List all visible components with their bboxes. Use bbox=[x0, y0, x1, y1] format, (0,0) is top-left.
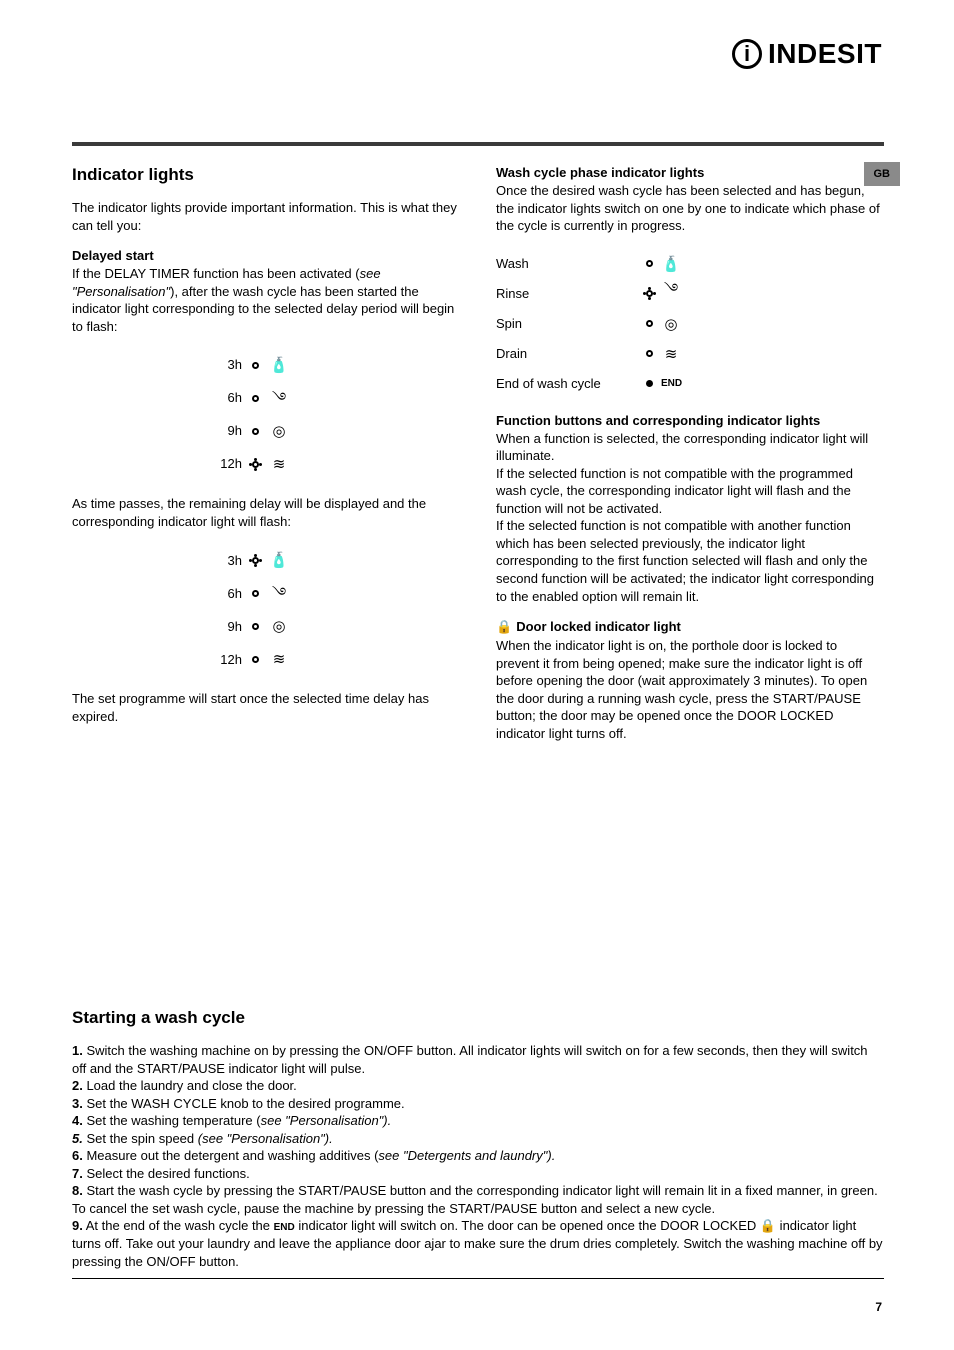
delay-row: 3h 🧴 bbox=[212, 349, 460, 382]
delay-row: 12h ≋ bbox=[212, 643, 460, 676]
phase-row: Wash 🧴 bbox=[496, 249, 884, 279]
led-icon bbox=[646, 350, 653, 357]
phase-glyph-icon: ≋ bbox=[661, 345, 681, 363]
delayed-start-p3: The set programme will start once the se… bbox=[72, 690, 460, 725]
delayed-start-heading: Delayed start bbox=[72, 248, 460, 263]
step-line: 6. Measure out the detergent and washing… bbox=[72, 1147, 884, 1165]
delay-row: 9h ◎ bbox=[212, 610, 460, 643]
step-line: To cancel the set wash cycle, pause the … bbox=[72, 1200, 884, 1218]
phase-glyph-icon: ◎ bbox=[269, 610, 289, 643]
delay-label: 6h bbox=[212, 580, 242, 609]
phase-end-label: End of wash cycle bbox=[496, 376, 646, 391]
phase-list: Wash 🧴 Rinse ࿓ Spin ◎ Drain ≋ End of was… bbox=[496, 249, 884, 399]
delayed-start-p2: As time passes, the remaining delay will… bbox=[72, 495, 460, 530]
led-icon bbox=[252, 623, 259, 630]
page-number: 7 bbox=[875, 1300, 882, 1314]
phase-glyph-icon: 🧴 bbox=[661, 255, 681, 273]
delay-label: 6h bbox=[212, 384, 242, 413]
end-text: END bbox=[661, 378, 682, 389]
delay-label: 12h bbox=[212, 450, 242, 479]
step-line: 1. Switch the washing machine on by pres… bbox=[72, 1042, 884, 1077]
phase-label: Drain bbox=[496, 346, 646, 361]
delay-row: 12h ≋ bbox=[212, 448, 460, 481]
phase-glyph-icon: ࿓ bbox=[661, 273, 681, 315]
step-line: 4. Set the washing temperature (see "Per… bbox=[72, 1112, 884, 1130]
led-icon bbox=[252, 461, 259, 468]
functions-heading: Function buttons and corresponding indic… bbox=[496, 413, 884, 428]
delay-list-initial: 3h 🧴 6h ࿓ 9h ◎ 12h ≋ bbox=[212, 349, 460, 481]
led-icon bbox=[252, 590, 259, 597]
phase-row: Drain ≋ bbox=[496, 339, 884, 369]
led-icon bbox=[646, 290, 653, 297]
brand-name: INDESIT bbox=[768, 38, 882, 70]
phase-glyph-icon: 🧴 bbox=[269, 544, 289, 577]
delayed-start-p1: If the DELAY TIMER function has been act… bbox=[72, 265, 460, 335]
left-column: Indicator lights The indicator lights pr… bbox=[72, 165, 460, 756]
phase-glyph-icon: 🧴 bbox=[269, 349, 289, 382]
step-line: 7. Select the desired functions. bbox=[72, 1165, 884, 1183]
bottom-divider bbox=[72, 1278, 884, 1279]
delay-label: 3h bbox=[212, 351, 242, 380]
phase-label: Rinse bbox=[496, 286, 646, 301]
step-line: 2. Load the laundry and close the door. bbox=[72, 1077, 884, 1095]
phase-label: Spin bbox=[496, 316, 646, 331]
phase-glyph-icon: ≋ bbox=[269, 643, 289, 676]
phase-glyph-icon: ◎ bbox=[269, 415, 289, 448]
right-column: Wash cycle phase indicator lights Once t… bbox=[496, 165, 884, 756]
phase-glyph-icon: ࿓ bbox=[269, 382, 289, 415]
delay-row: 6h ࿓ bbox=[212, 577, 460, 610]
led-icon bbox=[646, 320, 653, 327]
phase-glyph-icon: ࿓ bbox=[269, 577, 289, 610]
indicator-lights-intro: The indicator lights provide important i… bbox=[72, 199, 460, 234]
led-icon bbox=[646, 260, 653, 267]
led-icon bbox=[252, 428, 259, 435]
functions-p2: If the selected function is not compatib… bbox=[496, 465, 884, 518]
phase-label: Wash bbox=[496, 256, 646, 271]
phase-row: Spin ◎ bbox=[496, 309, 884, 339]
main-content: Indicator lights The indicator lights pr… bbox=[72, 165, 884, 756]
door-p1: When the indicator light is on, the port… bbox=[496, 637, 884, 742]
starting-heading: Starting a wash cycle bbox=[72, 1008, 884, 1028]
phase-glyph-icon: ◎ bbox=[661, 315, 681, 333]
delay-label: 9h bbox=[212, 417, 242, 446]
functions-p3: If the selected function is not compatib… bbox=[496, 517, 884, 605]
delay-label: 9h bbox=[212, 613, 242, 642]
indicator-lights-heading: Indicator lights bbox=[72, 165, 460, 185]
phase-intro: Once the desired wash cycle has been sel… bbox=[496, 182, 884, 235]
phase-row-end: End of wash cycle END bbox=[496, 369, 884, 399]
steps-list: 1. Switch the washing machine on by pres… bbox=[72, 1042, 884, 1270]
phase-glyph-icon: ≋ bbox=[269, 448, 289, 481]
delay-row: 6h ࿓ bbox=[212, 382, 460, 415]
phase-heading: Wash cycle phase indicator lights bbox=[496, 165, 884, 180]
phase-row: Rinse ࿓ bbox=[496, 279, 884, 309]
delay-row: 9h ◎ bbox=[212, 415, 460, 448]
delay-label: 12h bbox=[212, 646, 242, 675]
brand-logo: i INDESIT bbox=[732, 38, 882, 70]
brand-icon: i bbox=[732, 39, 762, 69]
led-icon bbox=[252, 656, 259, 663]
lock-icon: 🔒 bbox=[496, 619, 512, 635]
functions-p1: When a function is selected, the corresp… bbox=[496, 430, 884, 465]
led-icon bbox=[252, 362, 259, 369]
delay-row: 3h 🧴 bbox=[212, 544, 460, 577]
step-line: 3. Set the WASH CYCLE knob to the desire… bbox=[72, 1095, 884, 1113]
led-icon bbox=[252, 395, 259, 402]
step-line: 9. At the end of the wash cycle the END … bbox=[72, 1217, 884, 1270]
led-icon bbox=[252, 557, 259, 564]
delay-label: 3h bbox=[212, 547, 242, 576]
step-line: 5. Set the spin speed (see "Personalisat… bbox=[72, 1130, 884, 1148]
delay-list-remaining: 3h 🧴 6h ࿓ 9h ◎ 12h ≋ bbox=[212, 544, 460, 676]
led-icon bbox=[646, 380, 653, 387]
starting-section: Starting a wash cycle 1. Switch the wash… bbox=[72, 1008, 884, 1270]
top-divider bbox=[72, 142, 884, 146]
door-heading: 🔒Door locked indicator light bbox=[496, 619, 884, 635]
step-line: 8. Start the wash cycle by pressing the … bbox=[72, 1182, 884, 1200]
